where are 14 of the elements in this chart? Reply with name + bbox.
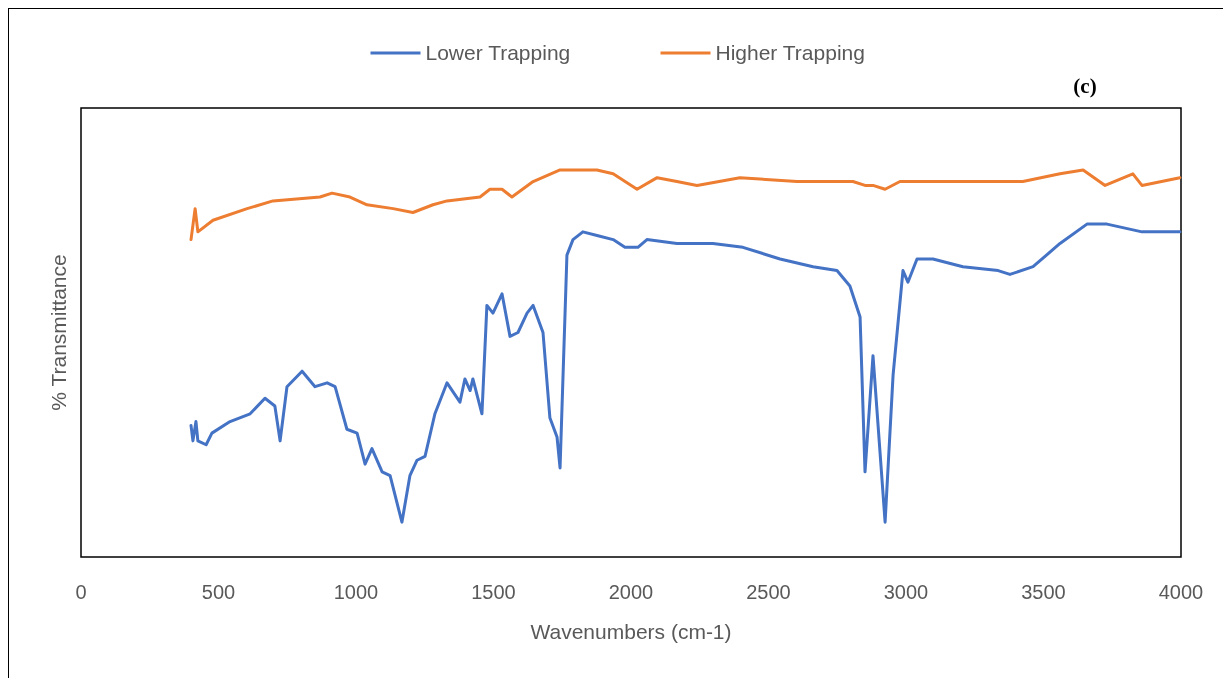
x-tick-label: 3500 — [1021, 581, 1066, 603]
legend-label: Higher Trapping — [715, 41, 865, 64]
x-axis-title: Wavenumbers (cm-1) — [530, 620, 732, 643]
x-tick-label: 4000 — [1158, 581, 1204, 603]
text: (c) — [1073, 74, 1097, 98]
y-axis-title: % Transmittance — [47, 254, 70, 411]
x-tick-label: 1000 — [333, 581, 379, 603]
x-tick-label: 2000 — [608, 581, 654, 603]
x-tick-label: 3000 — [883, 581, 929, 603]
x-tick-label: 500 — [201, 581, 236, 603]
x-tick-label: 2500 — [746, 581, 791, 603]
legend-label: Lower Trapping — [425, 41, 571, 64]
x-tick-label: 1500 — [471, 581, 516, 603]
x-tick-label: 0 — [75, 581, 87, 603]
